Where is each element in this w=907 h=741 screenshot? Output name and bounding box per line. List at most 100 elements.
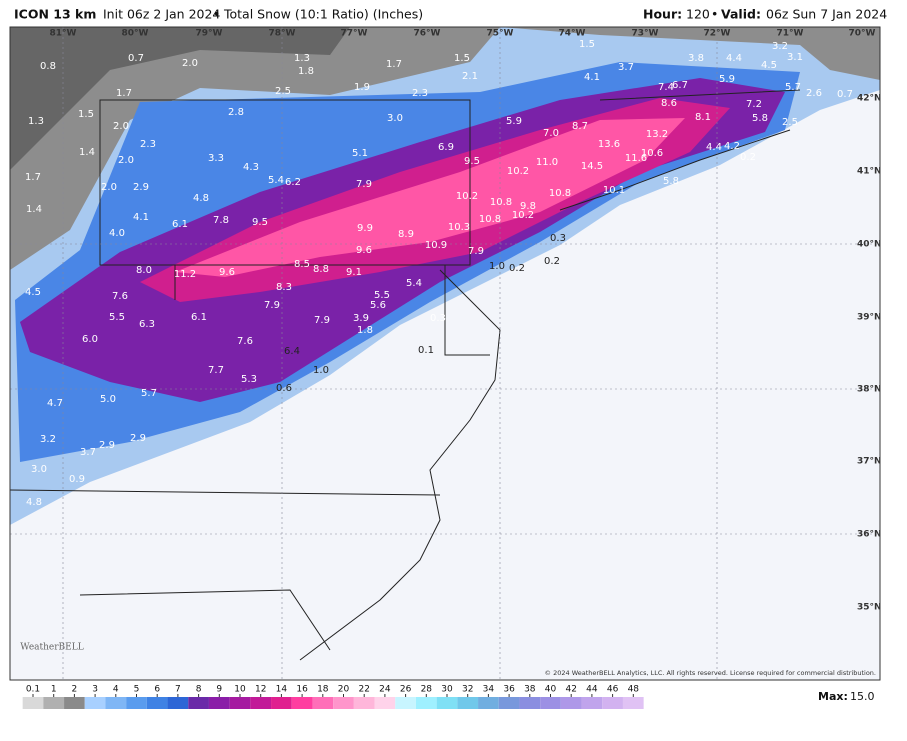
snow-amount: 0.7 xyxy=(128,53,144,64)
snow-amount: 0.8 xyxy=(40,61,56,72)
colorbar-swatch xyxy=(333,697,354,709)
snow-amount: 14.5 xyxy=(581,161,603,172)
colorbar-swatch xyxy=(43,697,65,709)
snow-amount: 2.3 xyxy=(140,139,156,150)
snow-amount: 11.0 xyxy=(536,157,558,168)
snow-amount: 0.1 xyxy=(418,345,434,356)
snow-amount: 10.2 xyxy=(507,166,529,177)
snow-amount: 7.7 xyxy=(208,365,224,376)
lat-label: 41°N xyxy=(857,167,882,177)
snow-amount: 4.8 xyxy=(193,193,209,204)
snow-amount: 11.6 xyxy=(625,153,647,164)
snow-amount: 6.9 xyxy=(438,142,454,153)
colorbar-swatch xyxy=(540,697,561,709)
colorbar-tick-label: 8 xyxy=(196,685,202,695)
snow-amount: 10.2 xyxy=(512,210,534,221)
colorbar-tick-label: 28 xyxy=(421,685,433,695)
snow-amount: 5.7 xyxy=(785,82,801,93)
snow-amount: 1.5 xyxy=(78,109,94,120)
snow-amount: 5.3 xyxy=(241,374,257,385)
lon-label: 78°W xyxy=(269,29,296,39)
snow-amount: 6.1 xyxy=(172,219,188,230)
snow-amount: 9.6 xyxy=(219,267,235,278)
snow-amount: 6.1 xyxy=(191,312,207,323)
colorbar-tick-label: 40 xyxy=(545,685,557,695)
snow-amount: 13.6 xyxy=(598,139,620,150)
snow-amount: 8.0 xyxy=(136,265,152,276)
lat-label: 37°N xyxy=(857,457,882,467)
snow-amount: 9.5 xyxy=(464,156,480,167)
snow-amount: 1.5 xyxy=(454,53,470,64)
snow-amount: 2.3 xyxy=(412,88,428,99)
colorbar-tick-label: 16 xyxy=(296,685,308,695)
colorbar-tick-label: 38 xyxy=(524,685,536,695)
snow-amount: 5.5 xyxy=(374,290,390,301)
snow-amount: 7.6 xyxy=(237,336,253,347)
colorbar-tick-label: 36 xyxy=(503,685,515,695)
snow-amount: 9.9 xyxy=(357,223,373,234)
snow-amount: 6.0 xyxy=(82,334,98,345)
colorbar-tick-label: 46 xyxy=(607,685,619,695)
snow-amount: 3.3 xyxy=(208,153,224,164)
snow-amount: 2.5 xyxy=(275,86,291,97)
colorbar-tick-label: 5 xyxy=(134,685,140,695)
colorbar-swatch xyxy=(498,697,520,709)
colorbar-swatch xyxy=(395,697,416,709)
colorbar-tick-label: 1 xyxy=(51,685,57,695)
snow-amount: 1.3 xyxy=(294,53,310,64)
lon-label: 73°W xyxy=(632,29,659,39)
snow-amount: 5.8 xyxy=(752,113,768,124)
snow-amount: 4.3 xyxy=(243,162,259,173)
snow-amount: 5.4 xyxy=(406,278,422,289)
colorbar-swatch xyxy=(84,697,106,709)
snow-amount: 4.1 xyxy=(584,72,600,83)
snow-amount: 4.5 xyxy=(761,60,777,71)
snow-amount: 2.6 xyxy=(806,88,822,99)
snow-amount: 5.1 xyxy=(352,148,368,159)
snow-amount: 6.2 xyxy=(285,177,301,188)
snow-amount: 1.8 xyxy=(357,325,373,336)
lat-label: 40°N xyxy=(857,240,882,250)
valid-label: Valid: xyxy=(721,7,761,22)
snow-amount: 1.7 xyxy=(116,88,132,99)
colorbar-tick-label: 7 xyxy=(175,685,181,695)
max-label: Max: xyxy=(818,690,848,703)
snow-amount: 0.2 xyxy=(509,263,525,274)
snow-amount: 1.4 xyxy=(79,147,95,158)
lon-label: 71°W xyxy=(777,29,804,39)
max-value: 15.0 xyxy=(850,690,875,703)
colorbar-tick-label: 6 xyxy=(154,685,160,695)
colorbar-tick-label: 24 xyxy=(379,685,391,695)
map-frame xyxy=(9,26,881,681)
snow-amount: 7.9 xyxy=(468,246,484,257)
snow-band-pink xyxy=(175,118,685,277)
snow-amount: 3.9 xyxy=(353,313,369,324)
snow-amount: 8.1 xyxy=(695,112,711,123)
snow-band-gray xyxy=(10,27,880,270)
snow-amount: 1.5 xyxy=(579,39,595,50)
colorbar: 0.1 1 2 3 4 5 6 7 8 9 10 12 14 16 18 20 22 24 26 28 30 32 34 36… xyxy=(22,685,644,709)
snow-amount: 6.7 xyxy=(672,80,688,91)
colorbar-swatch xyxy=(374,697,396,709)
snow-amount: 7.6 xyxy=(112,291,128,302)
snow-amount: 1.0 xyxy=(489,261,505,272)
snow-amount: 3.1 xyxy=(787,52,803,63)
snow-amount: 7.9 xyxy=(314,315,330,326)
snow-amount: 5.4 xyxy=(268,175,284,186)
colorbar-swatch xyxy=(457,697,479,709)
colorbar-swatch xyxy=(146,697,168,709)
colorbar-tick-label: 48 xyxy=(628,685,640,695)
colorbar-tick-label: 4 xyxy=(113,685,119,695)
colorbar-tick-label: 22 xyxy=(358,685,369,695)
snow-amount: 2.9 xyxy=(99,440,115,451)
colorbar-tick-label: 34 xyxy=(483,685,495,695)
snow-amount: 1.3 xyxy=(28,116,44,127)
snow-amount: 5.9 xyxy=(506,116,522,127)
snow-amount: 4.4 xyxy=(726,53,742,64)
snow-amount: 1.7 xyxy=(25,172,41,183)
snow-amount: 1.8 xyxy=(298,66,314,77)
colorbar-swatch xyxy=(229,697,251,709)
colorbar-tick-label: 12 xyxy=(255,685,266,695)
snow-amount: 2.8 xyxy=(228,107,244,118)
lon-label: 75°W xyxy=(487,29,514,39)
